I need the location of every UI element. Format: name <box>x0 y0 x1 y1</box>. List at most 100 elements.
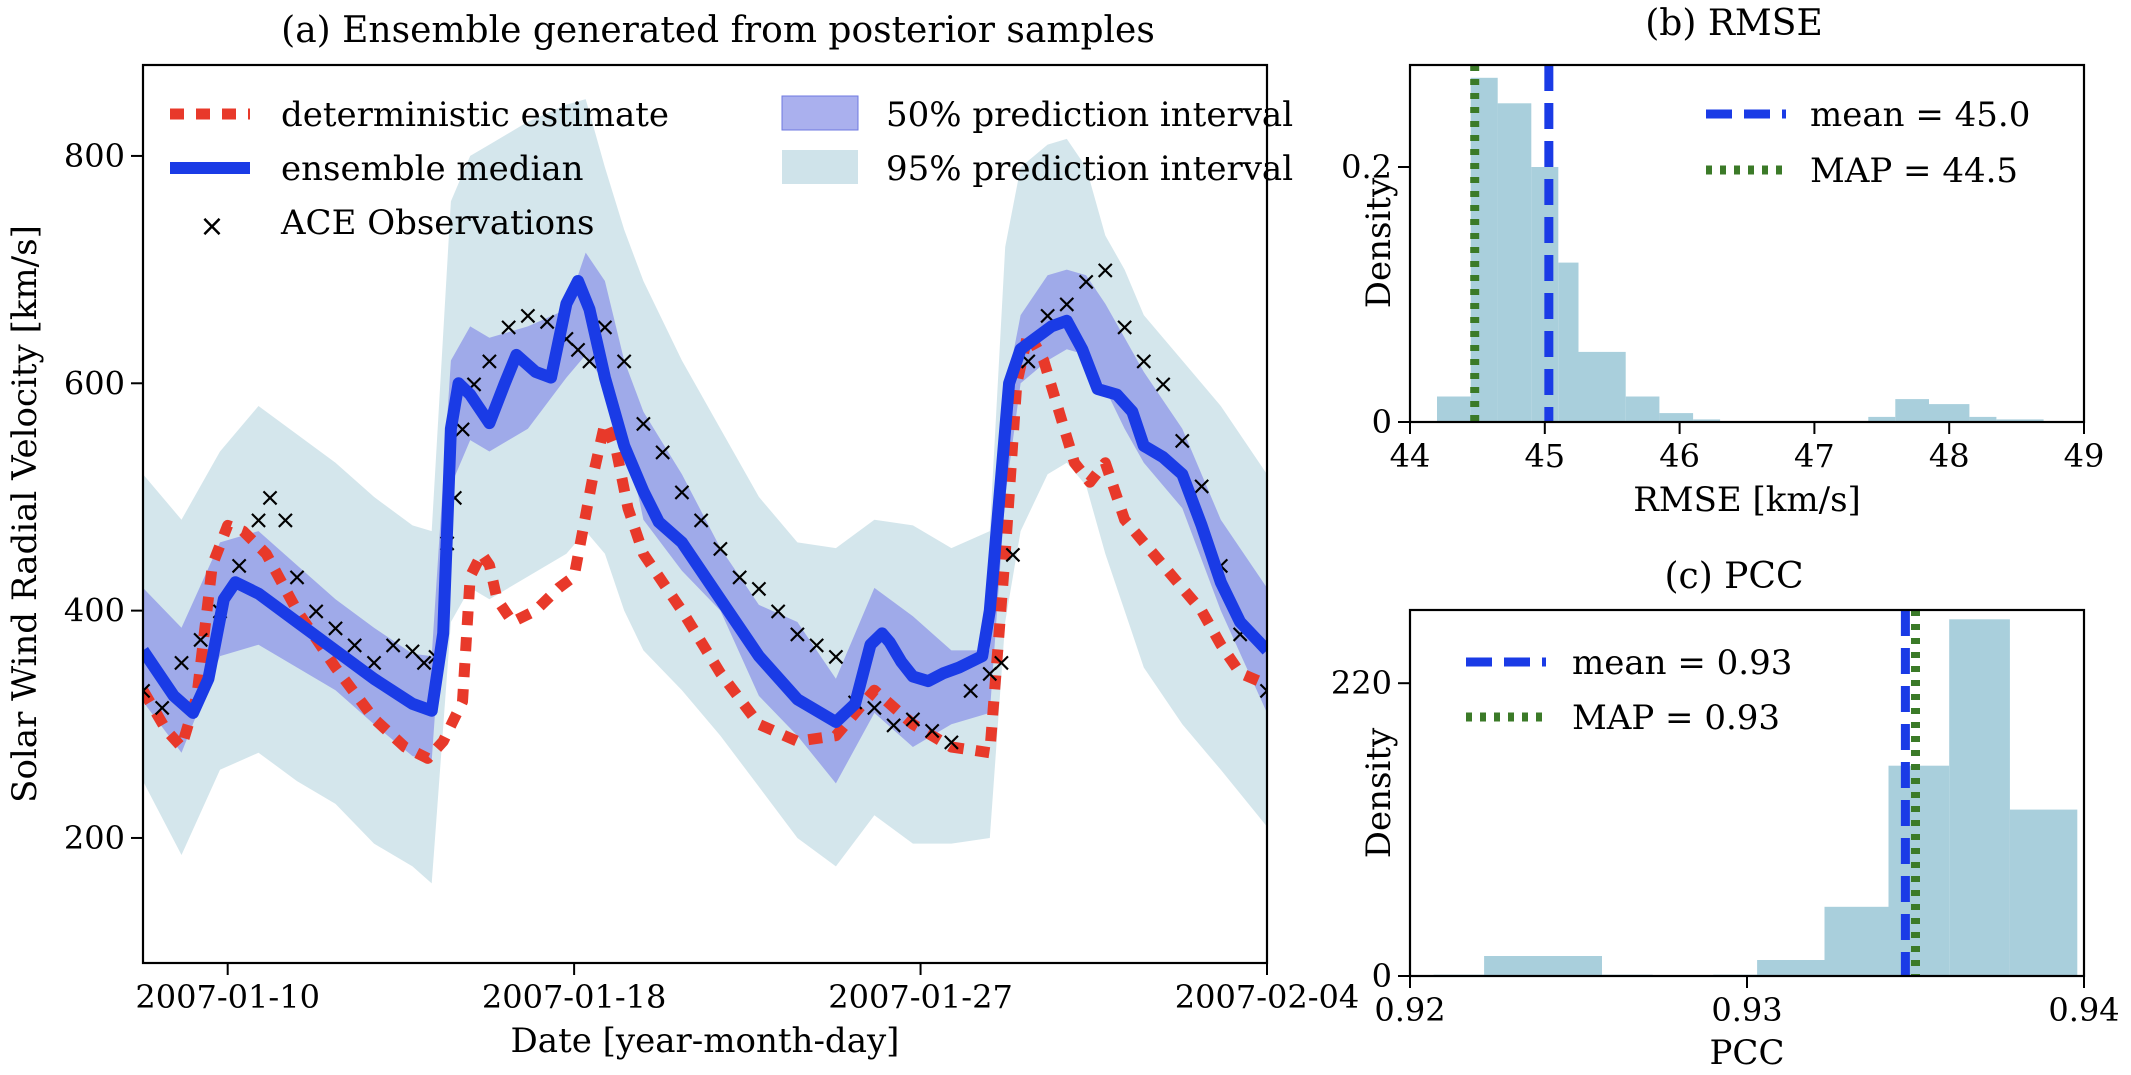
panel-c-legend: mean = 0.93 MAP = 0.93 <box>1466 643 1792 738</box>
histogram-bar <box>1437 396 1471 422</box>
histogram-bar <box>1868 416 1896 422</box>
panel-b-ylabel: Density <box>1359 177 1399 308</box>
observation-point: × <box>536 307 558 337</box>
panel-c-ylabel: Density <box>1359 727 1399 858</box>
x-tick-label: 0.93 <box>1711 991 1782 1029</box>
observation-point: × <box>633 409 655 439</box>
panel-b-title: (b) RMSE <box>1645 3 1823 44</box>
panel-b-legend: mean = 45.0 MAP = 44.5 <box>1706 95 2030 191</box>
y-tick-label: 0 <box>1372 957 1392 995</box>
panel-a-ylabel: Solar Wind Radial Velocity [km/s] <box>5 225 45 803</box>
observation-point: × <box>325 614 347 644</box>
panel-b-plot-area <box>1437 65 2044 423</box>
histogram-bar <box>1757 960 1825 976</box>
histogram-bar <box>1929 404 1970 422</box>
observation-point: × <box>1075 267 1097 297</box>
observation-point: × <box>171 648 193 678</box>
observation-point: × <box>806 631 828 661</box>
observation-point: × <box>132 676 154 706</box>
legend-b-mean-label: mean = 45.0 <box>1810 95 2030 135</box>
panel-a-legend: deterministic estimate ensemble median ×… <box>170 95 1293 244</box>
panel-a-ticks: 200 400 600 800 2007-01-10 2007-01-18 2007-01-… <box>64 137 1359 1016</box>
observation-point: × <box>286 563 308 593</box>
observation-point: × <box>1133 347 1155 377</box>
histogram-bar <box>1625 396 1660 422</box>
x-tick-label: 49 <box>2064 437 2105 475</box>
observation-point: × <box>979 659 1001 689</box>
observation-point: × <box>259 483 281 513</box>
histogram-bar <box>1824 906 1889 976</box>
panel-a-plot-area: ××××××××××××××××××××××××××××××××××××××××… <box>132 99 1278 884</box>
histogram-bar <box>1895 399 1929 422</box>
observation-point: × <box>787 619 809 649</box>
observation-point: × <box>479 347 501 377</box>
ensemble-median-line <box>143 275 1267 728</box>
histogram-bar <box>1969 416 1997 422</box>
panel-b-frame <box>1408 63 2086 424</box>
x-tick-label: 0.92 <box>1374 991 1445 1029</box>
legend-c-mean-label: mean = 0.93 <box>1572 643 1792 683</box>
observation-point: × <box>960 676 982 706</box>
observation-point: × <box>1152 369 1174 399</box>
histogram-bar <box>1558 262 1579 422</box>
x-tick-label: 2007-01-18 <box>482 978 667 1016</box>
deterministic-estimate-line <box>143 326 1267 764</box>
legend-pi50-label: 50% prediction interval <box>886 95 1293 135</box>
histogram-bar <box>1693 419 1721 422</box>
panel-a: (a) Ensemble generated from posterior sa… <box>5 10 1359 1061</box>
observation-point: × <box>652 438 674 468</box>
x-tick-label: 46 <box>1659 437 1700 475</box>
x-tick-label: 2007-01-10 <box>135 978 320 1016</box>
observation-point: × <box>498 312 520 342</box>
histogram-bar <box>1888 765 1950 976</box>
observation-point: × <box>613 347 635 377</box>
observation-point: × <box>941 727 963 757</box>
y-tick-label: 400 <box>64 592 125 630</box>
legend-observations-marker: × <box>199 209 224 244</box>
panel-c-ticks: 0.92 0.93 0.94 0 220 <box>1331 664 2120 1029</box>
histogram-bar <box>1996 419 2044 422</box>
observation-point: × <box>1056 290 1078 320</box>
observation-point: × <box>1094 256 1116 286</box>
panel-c-plot-area <box>1433 610 2078 976</box>
histogram-bar <box>1484 956 1602 976</box>
panel-a-frame <box>141 63 1269 965</box>
observation-point: × <box>517 301 539 331</box>
observation-point: × <box>1171 426 1193 456</box>
x-tick-label: 44 <box>1390 437 1431 475</box>
observation-point: × <box>413 648 435 678</box>
observation-point: × <box>567 335 589 365</box>
panel-a-xlabel: Date [year-month-day] <box>511 1021 900 1061</box>
y-tick-label: 220 <box>1331 664 1392 702</box>
y-tick-label: 600 <box>64 364 125 402</box>
legend-median-label: ensemble median <box>281 149 584 189</box>
x-tick-label: 2007-02-04 <box>1175 978 1360 1016</box>
histogram-bar <box>1659 413 1694 422</box>
panel-b-xlabel: RMSE [km/s] <box>1633 480 1861 520</box>
x-tick-label: 48 <box>1929 437 1970 475</box>
x-tick-label: 2007-01-27 <box>828 978 1013 1016</box>
x-tick-label: 47 <box>1794 437 1835 475</box>
observation-point: × <box>729 563 751 593</box>
observation-point: × <box>748 574 770 604</box>
observation-point: × <box>1256 676 1278 706</box>
panel-b-ticks: 44 45 46 47 48 49 0 0.2 <box>1341 148 2104 475</box>
legend-pi95-swatch <box>782 150 858 184</box>
x-tick-label: 0.94 <box>2048 991 2119 1029</box>
observation-point: × <box>382 631 404 661</box>
observation-point: × <box>228 551 250 581</box>
observation-point: × <box>275 506 297 536</box>
observation-point: × <box>767 597 789 627</box>
observation-point: × <box>151 693 173 723</box>
histogram-bar <box>2009 809 2078 976</box>
observation-point: × <box>190 625 212 655</box>
histogram-bar <box>1497 103 1532 423</box>
x-tick-label: 45 <box>1524 437 1565 475</box>
observation-point: × <box>825 642 847 672</box>
legend-b-map-label: MAP = 44.5 <box>1810 151 2018 191</box>
observation-point: × <box>991 648 1013 678</box>
panel-c-xlabel: PCC <box>1710 1033 1785 1073</box>
observation-point: × <box>305 597 327 627</box>
observation-point: × <box>710 534 732 564</box>
